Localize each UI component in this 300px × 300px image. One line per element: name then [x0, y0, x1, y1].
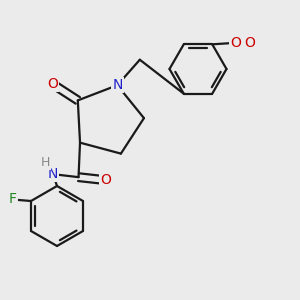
Text: O: O: [100, 173, 111, 187]
Text: O: O: [47, 77, 58, 91]
Text: O: O: [230, 36, 241, 50]
Text: N: N: [48, 167, 58, 181]
Text: N: N: [112, 78, 122, 92]
Text: H: H: [41, 156, 50, 169]
Text: O: O: [244, 36, 256, 50]
Text: F: F: [8, 193, 16, 206]
